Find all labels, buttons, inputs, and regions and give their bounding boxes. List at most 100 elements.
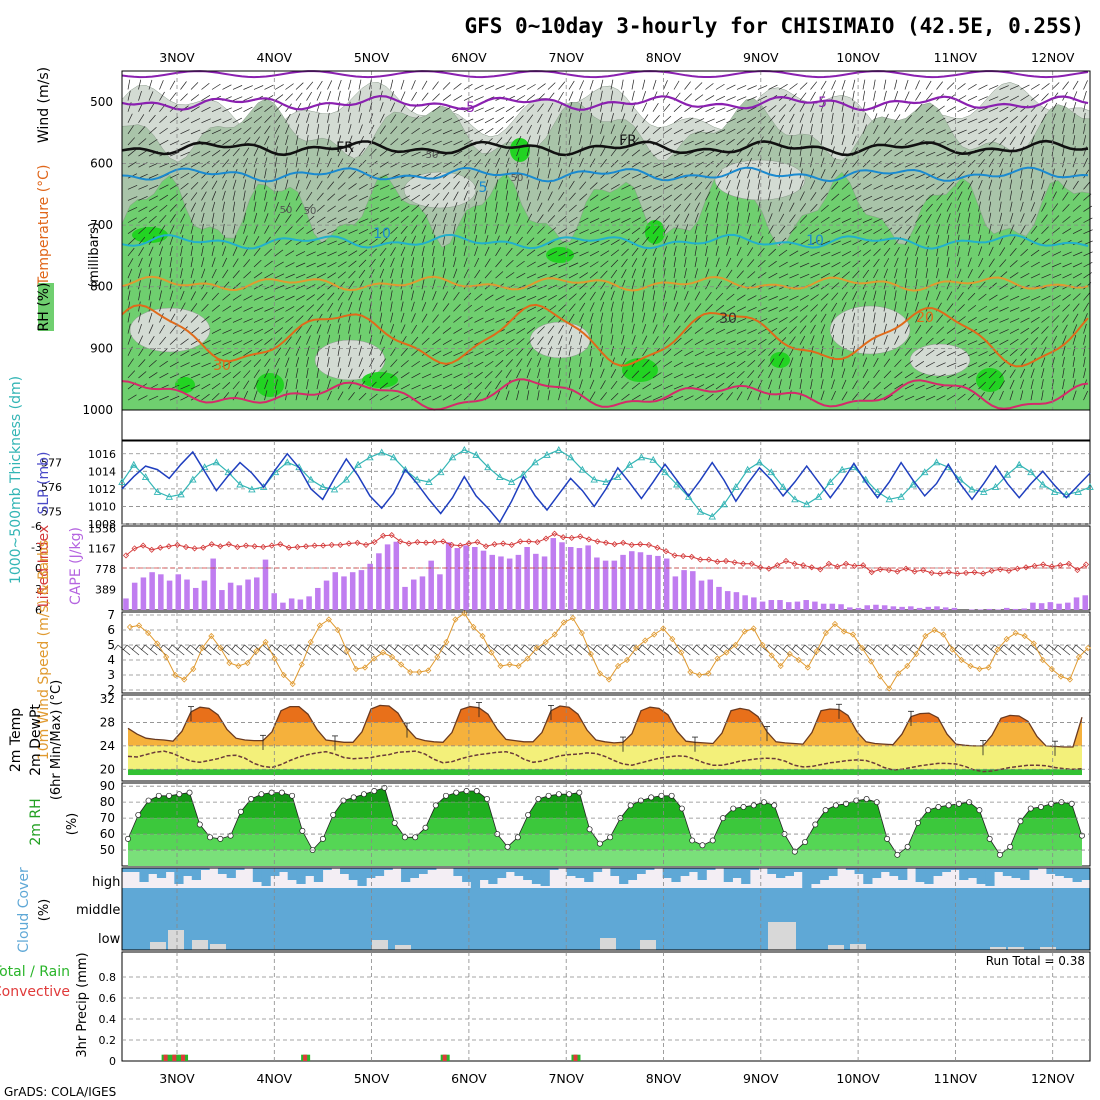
wind-barb — [610, 171, 620, 179]
wind-barb — [621, 136, 628, 146]
wind-barb — [600, 392, 607, 401]
wind-barb — [789, 326, 797, 334]
wind-barb — [925, 313, 932, 323]
wind-barb — [1041, 379, 1044, 390]
wind-barb — [862, 79, 866, 90]
wind-barb — [526, 168, 530, 179]
wind-barb — [222, 190, 226, 201]
wind-barb — [484, 212, 488, 223]
wind-barb — [610, 249, 620, 257]
wind-barb — [169, 173, 180, 179]
wind-barb — [337, 135, 342, 146]
wind-barb — [442, 373, 453, 379]
wind-barb — [148, 372, 158, 379]
cape-bar — [227, 582, 234, 610]
wind-barb — [274, 347, 282, 356]
wind-barb — [936, 350, 946, 357]
wind-barb — [421, 246, 425, 256]
wind-barb — [915, 372, 925, 379]
wind-barb — [862, 280, 868, 290]
temp-tick-label: 28 — [100, 715, 115, 729]
wind-speed-point — [515, 662, 522, 670]
wind-barb — [264, 135, 270, 146]
wind-barb — [694, 303, 702, 312]
y-axis-label: (millibars) — [87, 222, 102, 288]
wind-barb — [306, 262, 316, 268]
wind-speed-point — [307, 638, 314, 646]
wind-barb — [232, 168, 238, 179]
wind-barb — [379, 644, 393, 656]
cloud-high-bar — [383, 868, 393, 870]
cape-bar — [419, 576, 426, 610]
isotherm-line — [121, 94, 1089, 112]
wind-barb — [453, 351, 463, 357]
wind-barb — [201, 202, 206, 212]
wind-barb — [705, 351, 715, 357]
wind-barb — [537, 316, 546, 323]
wind-barb — [195, 644, 200, 651]
wind-barb — [705, 223, 708, 234]
wind-barb — [537, 250, 547, 257]
wind-barb — [642, 206, 652, 212]
wind-barb — [526, 237, 535, 246]
rh-point — [350, 794, 357, 801]
cape-bar — [969, 609, 975, 610]
cloud-high-bar — [1011, 868, 1021, 878]
rh-point — [607, 834, 614, 841]
wind-barb — [1062, 157, 1066, 168]
cape-bar — [716, 586, 722, 610]
wind-barb — [348, 171, 356, 179]
wind-barb — [610, 218, 621, 223]
wind-barb — [568, 251, 579, 257]
precip-total-label: Total / Rain — [0, 964, 70, 980]
wind-speed-point — [361, 664, 369, 671]
wind-barb — [211, 129, 222, 135]
wind-barb — [705, 304, 713, 312]
wind-barb — [873, 381, 881, 390]
wind-barb — [201, 393, 210, 401]
wind-barb — [222, 305, 232, 312]
wind-barb — [1030, 249, 1040, 257]
cape-bar — [219, 590, 225, 610]
wind-barb — [127, 268, 133, 279]
wind-barb — [190, 106, 200, 112]
wind-barb — [925, 373, 936, 379]
wind-barb — [673, 162, 684, 168]
wind-barb — [841, 135, 846, 146]
wind-barb — [757, 157, 762, 168]
wind-barb — [936, 373, 946, 379]
wind-barb — [1020, 213, 1025, 223]
wind-barb — [747, 295, 757, 301]
wind-barb — [358, 301, 362, 312]
lifted-index-point — [885, 567, 892, 574]
wind-barb — [852, 380, 858, 390]
wind-barb — [726, 235, 730, 245]
cape-bar — [515, 554, 522, 610]
wind-barb — [337, 291, 344, 301]
wind-barb — [789, 273, 799, 279]
wind-barb — [495, 349, 505, 357]
thickness-tick-label: 575 — [41, 506, 62, 519]
wind-barb — [113, 644, 119, 651]
rh-point — [750, 802, 757, 809]
lifted-index-point — [988, 567, 995, 574]
wind-barb — [547, 325, 555, 334]
wind-barb — [579, 313, 584, 323]
wind-speed-point — [1084, 644, 1092, 652]
wind-barb — [1020, 379, 1024, 390]
lifted-index-point — [1031, 562, 1038, 569]
wind-barb — [684, 129, 694, 135]
wind-barb — [831, 90, 835, 101]
wind-barb — [138, 216, 147, 223]
wind-speed-point — [868, 658, 875, 665]
wind-barb — [663, 372, 673, 379]
wind-barb — [631, 161, 641, 168]
wind-barb — [610, 392, 619, 401]
wind-barb — [999, 179, 1003, 190]
wind-barb — [162, 644, 176, 656]
wind-barb — [138, 268, 142, 279]
wind-barb — [348, 392, 355, 401]
wind-barb — [1003, 644, 1016, 656]
rh-tick-label: 70 — [100, 811, 115, 825]
cloud-high-bar — [348, 868, 358, 880]
